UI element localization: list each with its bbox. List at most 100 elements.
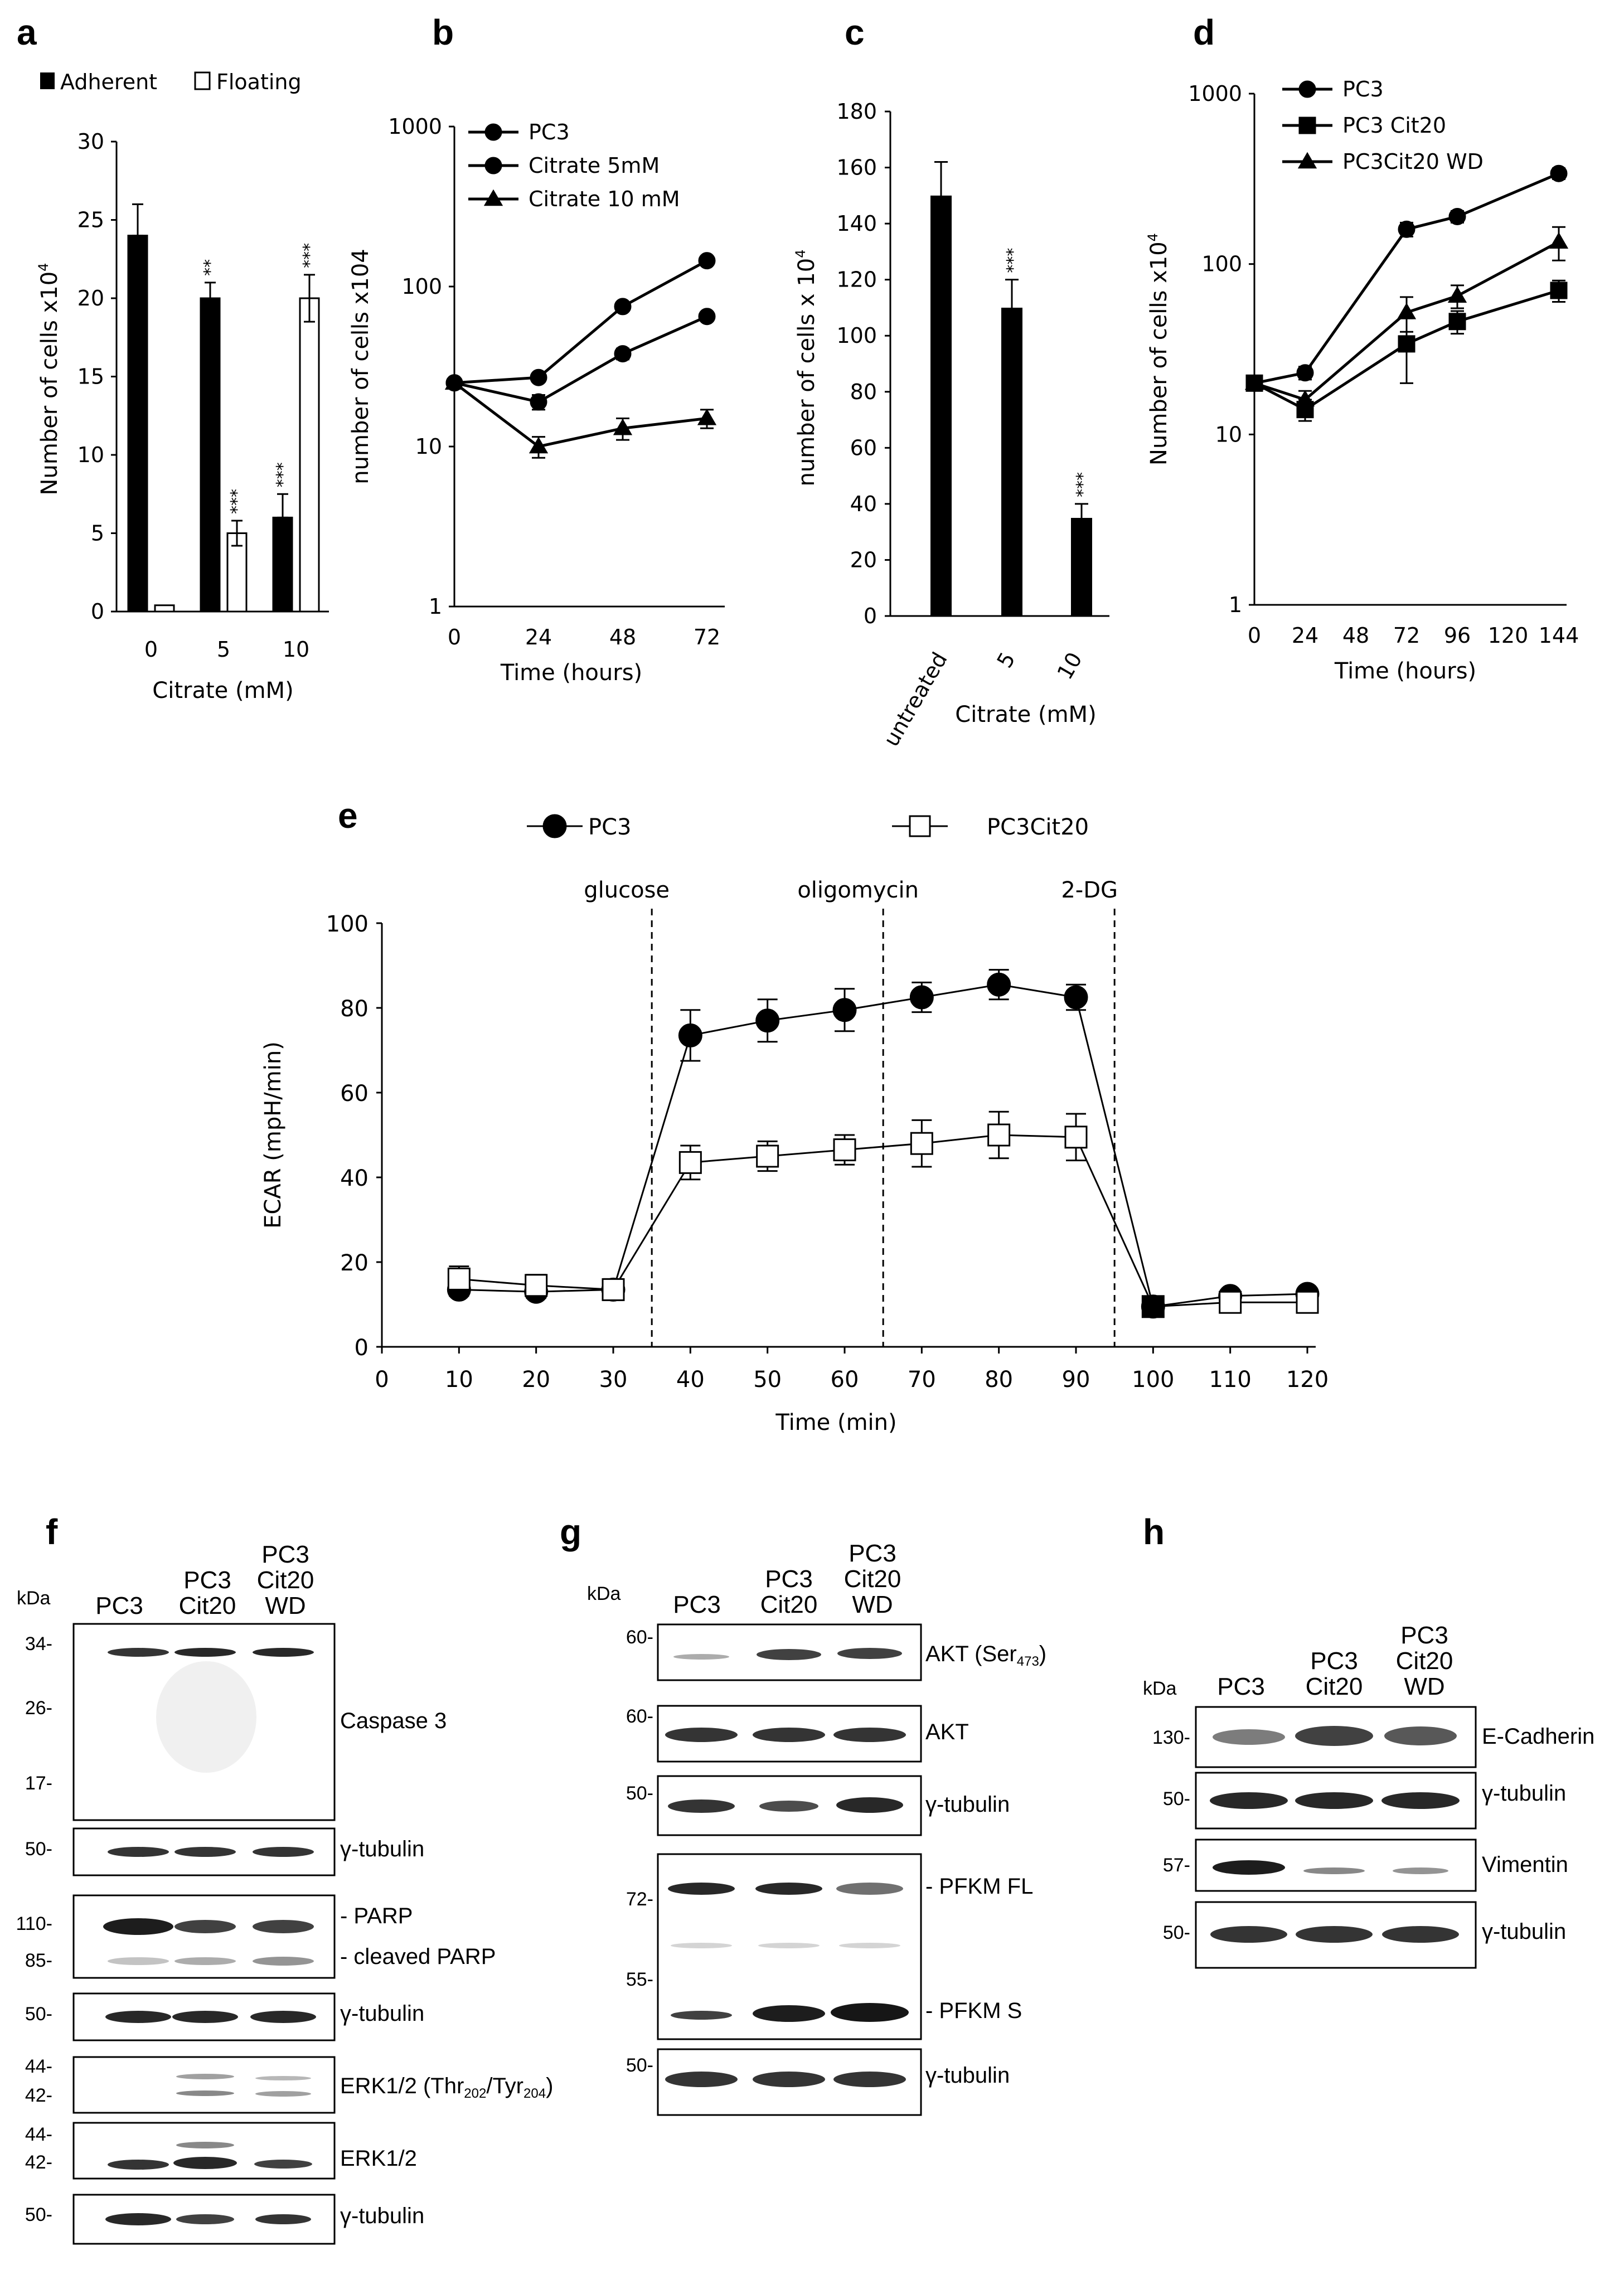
e-legend-marker-pc3cit20 bbox=[909, 815, 931, 837]
a-xtick-label: 5 bbox=[217, 637, 230, 662]
f-band-parp bbox=[103, 1918, 173, 1935]
g-band-akt bbox=[833, 1728, 906, 1742]
g-band-pakt bbox=[757, 1649, 821, 1660]
e-marker bbox=[525, 1274, 548, 1297]
c-xtick-label: 5 bbox=[992, 648, 1020, 672]
d-ytick-label: 1000 bbox=[1188, 81, 1242, 106]
f-band-erk bbox=[176, 2142, 234, 2148]
h-lane-label: PC3 bbox=[1310, 1647, 1358, 1675]
d-xtick-label: 48 bbox=[1342, 623, 1369, 648]
e-xtick-label: 20 bbox=[522, 1367, 550, 1393]
c-bar bbox=[1071, 518, 1092, 616]
f-label-perk-part: 202 bbox=[464, 2086, 486, 2101]
b-xtick-label: 0 bbox=[448, 625, 461, 649]
f-label-parp: - PARP bbox=[340, 1904, 413, 1928]
f-band-tubulin bbox=[174, 1847, 236, 1857]
d-ytick-label: 100 bbox=[1201, 252, 1242, 277]
c-ytick-label: 120 bbox=[836, 268, 877, 292]
g-band-pakt bbox=[673, 1654, 729, 1660]
f-band-caspase3 bbox=[174, 1648, 236, 1657]
a-ytick-label: 30 bbox=[77, 129, 104, 154]
h-band-tubulin bbox=[1210, 1926, 1287, 1943]
b-xtick-label: 24 bbox=[525, 625, 552, 649]
panel-label-d: d bbox=[1193, 12, 1215, 52]
c-xtick-label: untreated bbox=[879, 648, 952, 751]
e-marker bbox=[756, 1144, 779, 1168]
a-significance: ** bbox=[201, 259, 220, 276]
g-label-pfkm-s: - PFKM S bbox=[925, 1998, 1022, 2023]
e-xlabel: Time (min) bbox=[775, 1410, 896, 1435]
e-injection-label: glucose bbox=[584, 877, 670, 903]
e-marker bbox=[1064, 1126, 1088, 1149]
d-ytick-label: 1 bbox=[1229, 593, 1242, 617]
a-ylabel: Number of cells x104 bbox=[36, 263, 62, 496]
d-marker bbox=[1398, 335, 1415, 353]
d-legend-label: PC3 bbox=[1342, 77, 1384, 101]
c-bar bbox=[1001, 307, 1022, 616]
d-marker bbox=[1448, 207, 1466, 225]
c-ytick-label: 80 bbox=[850, 380, 877, 404]
f-band-tubulin bbox=[250, 2011, 316, 2023]
a-bar-adherent bbox=[272, 516, 293, 613]
g-band-faint bbox=[758, 1943, 820, 1948]
c-xlabel: Citrate (mM) bbox=[955, 702, 1096, 727]
e-legend-pc3: PC3 bbox=[588, 814, 632, 840]
e-xtick-label: 90 bbox=[1062, 1367, 1090, 1393]
b-marker bbox=[614, 345, 632, 363]
e-injection-label: 2-DG bbox=[1061, 877, 1118, 903]
b-legend-label: Citrate 10 mM bbox=[529, 187, 680, 211]
e-marker bbox=[833, 1138, 856, 1162]
h-lane-label: Cit20 bbox=[1396, 1647, 1453, 1675]
g-marker-50: 50- bbox=[626, 1783, 653, 1804]
c-ylabel-part: 4 bbox=[793, 249, 808, 258]
h-lane-label: WD bbox=[1404, 1673, 1444, 1700]
b-marker bbox=[697, 409, 717, 425]
f-band-perk bbox=[255, 2091, 311, 2097]
e-marker bbox=[1219, 1291, 1242, 1314]
e-legend-pc3cit20: PC3Cit20 bbox=[987, 814, 1089, 840]
c-ytick-label: 140 bbox=[836, 211, 877, 236]
b-legend-label: PC3 bbox=[529, 120, 570, 144]
c-ylabel-part: number of cells x 10 bbox=[794, 258, 820, 487]
f-marker-85: 85- bbox=[25, 1950, 52, 1971]
a-legend-adherent: Adherent bbox=[60, 70, 157, 94]
g-band-tubulin bbox=[665, 2072, 738, 2087]
f-band-caspase3 bbox=[253, 1648, 314, 1657]
f-blot-background-smear bbox=[156, 1661, 256, 1773]
f-band-erk bbox=[254, 2160, 312, 2169]
a-legend-floating: Floating bbox=[216, 70, 302, 94]
f-band-tubulin bbox=[108, 1847, 169, 1857]
b-ytick-label: 1000 bbox=[388, 114, 442, 139]
c-ytick-label: 60 bbox=[850, 435, 877, 460]
f-lane-label: Cit20 bbox=[179, 1592, 236, 1619]
g-band-pfkm-s bbox=[753, 2005, 825, 2022]
e-xtick-label: 0 bbox=[375, 1367, 389, 1393]
panel-label-b: b bbox=[432, 12, 454, 52]
g-band-pfkm-s bbox=[831, 2003, 909, 2022]
a-legend-swatch-adherent bbox=[40, 72, 55, 89]
b-marker bbox=[698, 308, 716, 326]
f-band-tubulin bbox=[172, 2011, 238, 2023]
h-lane-label: Cit20 bbox=[1306, 1673, 1363, 1700]
b-marker bbox=[698, 252, 716, 270]
h-lane-label: PC3 bbox=[1400, 1622, 1448, 1649]
f-label-tubulin-2: γ-tubulin bbox=[340, 2001, 424, 2026]
d-marker bbox=[1448, 313, 1466, 331]
panel-label-f: f bbox=[46, 1512, 58, 1552]
a-ytick-label: 10 bbox=[77, 443, 104, 467]
f-marker-44: 44- bbox=[25, 2124, 52, 2145]
d-ylabel-part: Number of cells x10 bbox=[1146, 241, 1172, 465]
g-band-pfkm-fl bbox=[668, 1883, 735, 1895]
e-xtick-label: 70 bbox=[908, 1367, 936, 1393]
f-band-parp bbox=[174, 1920, 236, 1933]
g-band-tubulin bbox=[836, 1797, 903, 1813]
e-xtick-label: 10 bbox=[445, 1367, 473, 1393]
g-band-akt bbox=[753, 1728, 825, 1742]
c-ytick-label: 160 bbox=[836, 156, 877, 180]
d-xtick-label: 0 bbox=[1248, 623, 1261, 648]
d-marker bbox=[1397, 303, 1417, 319]
b-ytick-label: 10 bbox=[415, 434, 442, 459]
e-marker bbox=[602, 1278, 625, 1301]
f-label-caspase3: Caspase 3 bbox=[340, 1709, 447, 1733]
